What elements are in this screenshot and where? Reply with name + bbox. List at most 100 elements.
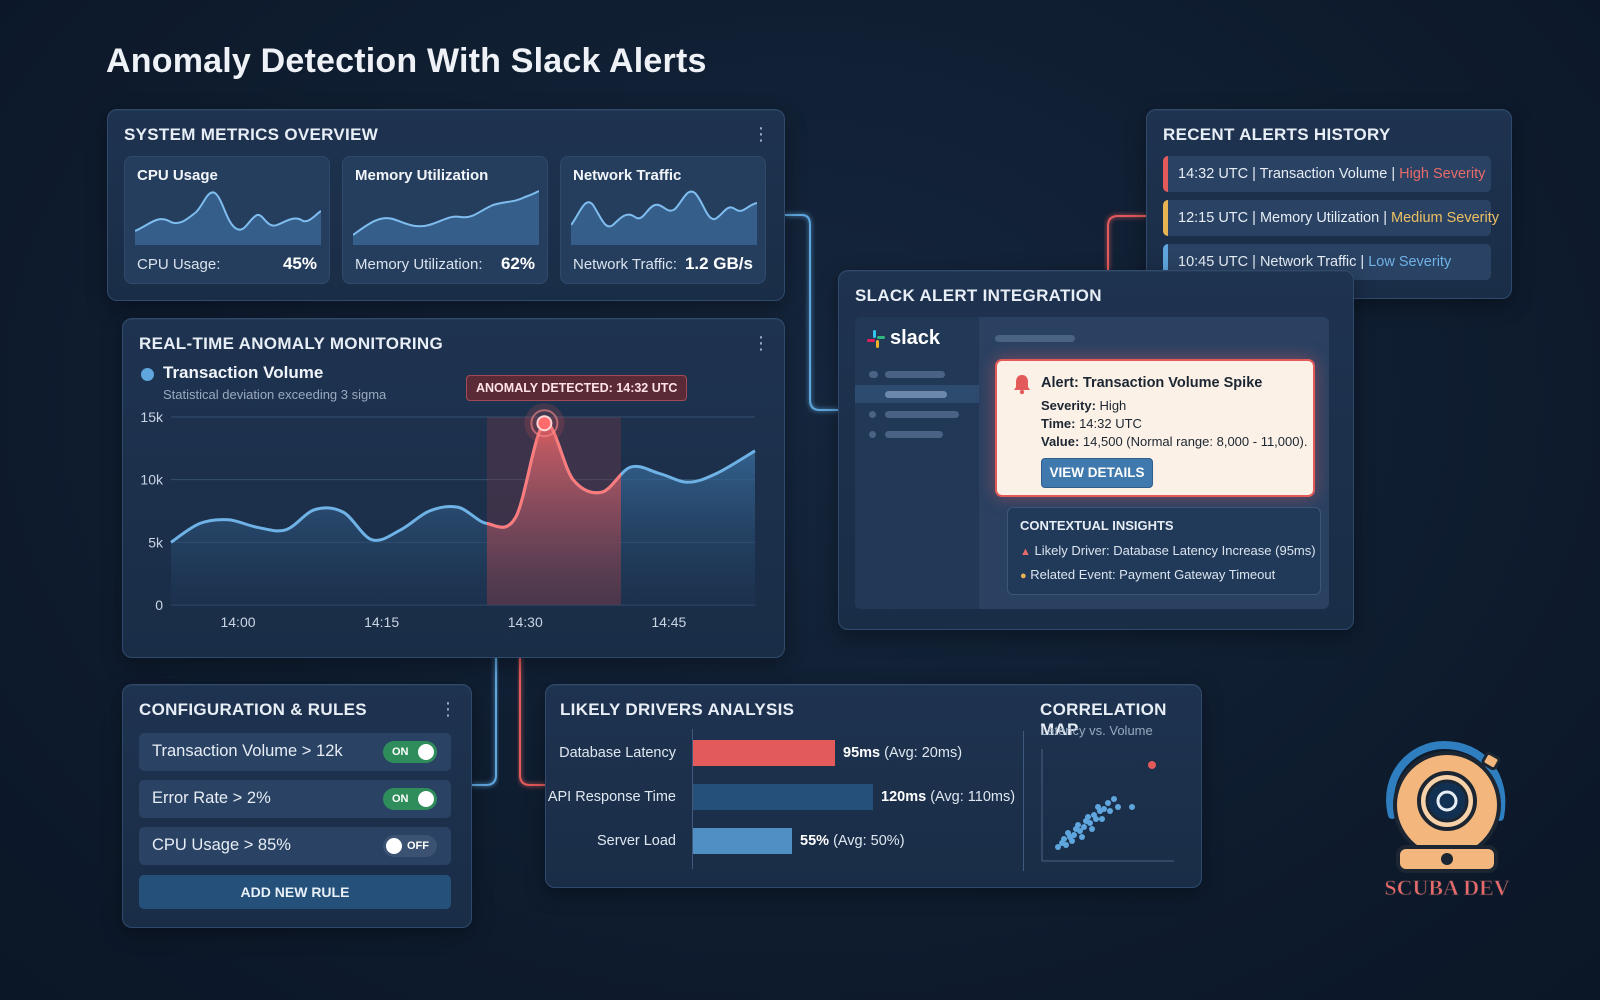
alert-value-label: Value: <box>1041 434 1080 449</box>
metric-label: CPU Usage: <box>137 256 221 273</box>
alert-severity-label: Severity: <box>1041 398 1096 413</box>
alert-severity: Low Severity <box>1368 254 1452 270</box>
configuration-rules-panel: CONFIGURATION & RULES Transaction Volume… <box>122 684 472 928</box>
sidebar-placeholder <box>885 431 943 438</box>
system-metrics-menu-icon[interactable] <box>752 124 766 144</box>
sidebar-placeholder <box>869 371 878 378</box>
alert-severity: High Severity <box>1399 166 1486 182</box>
configuration-menu-icon[interactable] <box>439 699 453 719</box>
anomaly-monitoring-panel: REAL-TIME ANOMALY MONITORING Transaction… <box>122 318 785 658</box>
drivers-title: LIKELY DRIVERS ANALYSIS <box>560 700 795 719</box>
driver-bar <box>693 784 873 810</box>
driver-value: 120ms (Avg: 110ms) <box>881 789 1015 805</box>
rule-row: CPU Usage > 85% OFF <box>139 827 451 865</box>
series-area <box>171 422 755 605</box>
metric-value: 1.2 GB/s <box>684 254 753 273</box>
insight-event: ● Related Event: Payment Gateway Timeout <box>1020 567 1275 582</box>
add-new-rule-button[interactable]: ADD NEW RULE <box>139 875 451 909</box>
driver-value-number: 55% <box>800 833 830 849</box>
alert-history-item[interactable]: 14:32 UTC | Transaction Volume | High Se… <box>1163 156 1491 192</box>
insight-event-text: Related Event: Payment Gateway Timeout <box>1030 567 1276 582</box>
rule-label: CPU Usage > 85% <box>152 836 291 854</box>
driver-bar <box>693 828 792 854</box>
network-sparkline <box>571 190 757 245</box>
drivers-axis <box>692 729 693 869</box>
alert-history-text: 10:45 UTC | Network Traffic | <box>1178 254 1369 270</box>
driver-value-avg: (Avg: 110ms) <box>930 789 1016 805</box>
page-title: Anomaly Detection With Slack Alerts <box>106 42 707 80</box>
sidebar-placeholder <box>885 411 959 418</box>
x-tick-label: 14:15 <box>364 614 399 630</box>
metric-card-cpu: CPU Usage CPU Usage: 45% <box>124 156 330 284</box>
y-tick-label: 0 <box>155 597 163 613</box>
rule-toggle[interactable]: ON <box>383 788 437 810</box>
driver-value: 95ms (Avg: 20ms) <box>843 745 962 761</box>
correlation-subtitle: Latency vs. Volume <box>1040 723 1153 738</box>
severity-bar <box>1163 156 1168 192</box>
slack-integration-panel: SLACK ALERT INTEGRATION slack <box>838 270 1354 630</box>
alert-history-item[interactable]: 12:15 UTC | Memory Utilization | Medium … <box>1163 200 1499 236</box>
severity-bar <box>1163 244 1168 280</box>
rule-toggle[interactable]: ON <box>383 741 437 763</box>
contextual-insights-box: CONTEXTUAL INSIGHTS ▲ Likely Driver: Dat… <box>1007 507 1321 595</box>
rule-toggle[interactable]: OFF <box>383 835 437 857</box>
toggle-knob <box>386 838 402 854</box>
alert-value-value: 14,500 (Normal range: 8,000 - 11,000). <box>1082 434 1308 449</box>
driver-value-avg: (Avg: 50%) <box>833 833 905 849</box>
y-tick-label: 5k <box>148 534 164 550</box>
bell-icon <box>1014 375 1030 395</box>
series-legend-subtitle: Statistical deviation exceeding 3 sigma <box>163 387 387 402</box>
metric-title: CPU Usage <box>137 167 218 184</box>
alert-history-text: 12:15 UTC | Memory Utilization | <box>1178 210 1392 226</box>
toggle-state: OFF <box>407 840 429 852</box>
alert-value-line: Value: 14,500 (Normal range: 8,000 - 11,… <box>1041 434 1307 449</box>
series-legend-dot <box>141 368 154 381</box>
slack-alert-card: Alert: Transaction Volume Spike Severity… <box>995 359 1315 497</box>
metric-value: 45% <box>282 254 317 273</box>
x-tick-label: 14:00 <box>220 614 255 630</box>
metric-label: Network Traffic: <box>573 256 677 273</box>
alert-title: Alert: Transaction Volume Spike <box>1041 375 1263 391</box>
y-tick-label: 15k <box>140 409 164 425</box>
slack-integration-title: SLACK ALERT INTEGRATION <box>855 286 1102 305</box>
toggle-state: ON <box>392 793 409 805</box>
likely-drivers-panel: LIKELY DRIVERS ANALYSIS Database Latency… <box>545 684 1202 888</box>
rule-label: Error Rate > 2% <box>152 789 271 807</box>
metric-title: Network Traffic <box>573 167 682 184</box>
rule-label: Transaction Volume > 12k <box>152 742 343 760</box>
cpu-sparkline <box>135 191 321 245</box>
metric-label: Memory Utilization: <box>355 256 483 273</box>
driver-value: 55% (Avg: 50%) <box>800 833 905 849</box>
driver-label: API Response Time <box>547 789 676 805</box>
transaction-volume-chart: 0 5k 10k 15k 14:00 14:15 14:30 14:45 <box>140 403 756 630</box>
toggle-knob <box>418 791 434 807</box>
anomaly-point-ring <box>530 409 559 438</box>
series-line <box>170 421 756 544</box>
toggle-knob <box>418 744 434 760</box>
view-details-button[interactable]: VIEW DETAILS <box>1041 458 1153 488</box>
alert-severity-value: High <box>1099 398 1127 413</box>
insight-driver: ▲ Likely Driver: Database Latency Increa… <box>1020 543 1316 558</box>
slack-logo-icon <box>867 329 885 348</box>
sidebar-placeholder <box>869 411 876 418</box>
anomaly-detected-tag: ANOMALY DETECTED: 14:32 UTC <box>466 375 688 401</box>
alert-severity: Medium Severity <box>1391 210 1499 226</box>
trend-icon: ▲ <box>1020 546 1031 558</box>
monitoring-title: REAL-TIME ANOMALY MONITORING <box>139 334 444 353</box>
scuba-dev-logo-text: SCUBA DEV <box>1384 875 1509 900</box>
anomaly-point <box>536 415 553 432</box>
configuration-title: CONFIGURATION & RULES <box>139 700 367 719</box>
toggle-state: ON <box>392 746 409 758</box>
slack-window: slack Alert: Transaction Volume Spike Se… <box>855 317 1329 609</box>
rule-row: Error Rate > 2% ON <box>139 780 451 818</box>
memory-sparkline <box>353 190 539 245</box>
sidebar-placeholder <box>869 431 876 438</box>
alert-time-label: Time: <box>1041 416 1076 431</box>
severity-bar <box>1163 200 1168 236</box>
scuba-dev-logo: SCUBA DEV <box>1384 740 1510 900</box>
y-tick-label: 10k <box>140 472 164 488</box>
recent-alerts-title: RECENT ALERTS HISTORY <box>1163 125 1391 144</box>
driver-value-number: 95ms <box>843 745 881 761</box>
metric-card-network: Network Traffic Network Traffic: 1.2 GB/… <box>560 156 766 284</box>
correlation-title: CORRELATION MAP <box>1040 700 1167 739</box>
